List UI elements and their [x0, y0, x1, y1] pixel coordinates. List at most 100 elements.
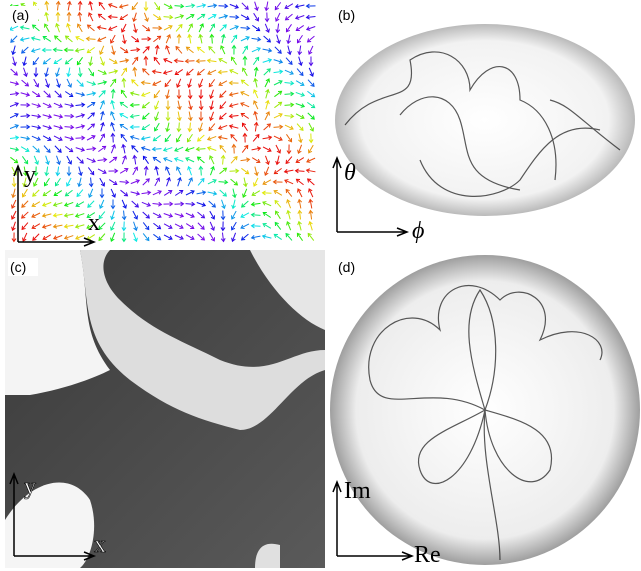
field-arrow [129, 124, 140, 130]
field-arrow [66, 166, 72, 177]
field-arrow [251, 47, 261, 53]
field-arrow [20, 113, 31, 119]
field-arrow [305, 168, 316, 174]
field-arrow [163, 213, 174, 218]
field-arrow [10, 135, 20, 141]
field-arrow [196, 3, 207, 8]
field-arrow [231, 199, 236, 210]
field-arrow [252, 56, 260, 65]
field-arrow [32, 91, 41, 98]
field-arrow [273, 167, 282, 175]
field-arrow [196, 190, 207, 196]
field-arrow [297, 188, 303, 198]
field-arrow [63, 47, 74, 53]
field-arrow [11, 199, 17, 209]
field-arrow [308, 67, 314, 77]
field-arrow [251, 157, 261, 163]
field-arrow [185, 223, 195, 229]
field-arrow [110, 132, 116, 143]
field-arrow [187, 33, 193, 44]
field-arrow [229, 69, 239, 75]
field-arrow [63, 212, 74, 218]
field-arrow [140, 91, 151, 97]
field-arrow [20, 92, 31, 97]
field-arrow [10, 91, 20, 97]
field-arrow [264, 23, 270, 33]
field-arrow [251, 146, 262, 152]
field-arrow [197, 233, 206, 241]
field-arrow [230, 155, 238, 164]
field-arrow [209, 111, 215, 122]
field-arrow [262, 179, 272, 185]
field-arrow [253, 12, 259, 22]
field-arrow [64, 57, 73, 65]
field-arrow [110, 210, 115, 221]
field-arrow [154, 111, 159, 122]
field-arrow [75, 124, 86, 129]
field-arrow [229, 168, 240, 174]
field-arrow [175, 45, 183, 54]
axis-label: x [88, 210, 100, 236]
field-arrow [10, 102, 20, 108]
field-arrow [240, 91, 250, 97]
field-arrow [151, 69, 162, 75]
field-arrow [142, 178, 150, 186]
field-arrow [184, 58, 195, 64]
field-arrow [31, 125, 42, 130]
field-arrow [88, 177, 94, 188]
field-arrow [64, 103, 75, 108]
field-arrow [76, 79, 84, 87]
vector-field [10, 0, 316, 243]
field-arrow [153, 222, 162, 230]
field-arrow [119, 113, 129, 119]
field-arrow [241, 2, 249, 10]
field-arrow [86, 212, 96, 218]
field-arrow [273, 80, 283, 86]
field-arrow [308, 188, 314, 198]
field-arrow [218, 80, 228, 86]
field-arrow [176, 166, 182, 176]
panel-label: (c) [10, 259, 26, 275]
field-arrow [11, 221, 16, 232]
field-arrow [140, 80, 151, 86]
field-arrow [198, 111, 204, 122]
panel-label: (a) [12, 7, 29, 23]
field-arrow [187, 78, 192, 89]
field-arrow [285, 57, 293, 66]
field-arrow [196, 202, 207, 207]
field-arrow [44, 166, 50, 177]
field-arrow [164, 79, 172, 88]
field-arrow [206, 135, 217, 141]
field-arrow [286, 198, 292, 209]
field-arrow [275, 144, 281, 154]
field-arrow [231, 44, 237, 55]
field-arrow [75, 135, 86, 141]
field-arrow [253, 77, 258, 88]
field-arrow [142, 155, 149, 164]
field-arrow [176, 89, 182, 100]
field-arrow [273, 69, 284, 75]
field-arrow [66, 177, 72, 187]
field-arrow [54, 145, 62, 153]
panel-c-region [5, 482, 95, 568]
field-arrow [285, 232, 293, 241]
field-arrow [264, 78, 270, 88]
field-arrow [75, 36, 85, 42]
field-arrow [10, 113, 19, 119]
field-arrow [254, 166, 259, 177]
field-arrow [32, 57, 40, 66]
field-arrow [154, 122, 160, 132]
field-arrow [219, 144, 227, 153]
field-arrow [273, 135, 283, 141]
field-arrow [294, 15, 305, 20]
field-arrow [163, 58, 173, 64]
field-arrow [97, 168, 107, 174]
field-arrow [197, 222, 205, 230]
field-arrow [195, 58, 206, 64]
field-arrow [121, 23, 127, 33]
field-arrow [261, 234, 272, 239]
field-arrow [252, 133, 260, 142]
field-arrow [33, 67, 39, 78]
field-arrow [55, 166, 61, 177]
field-arrow [220, 154, 226, 165]
